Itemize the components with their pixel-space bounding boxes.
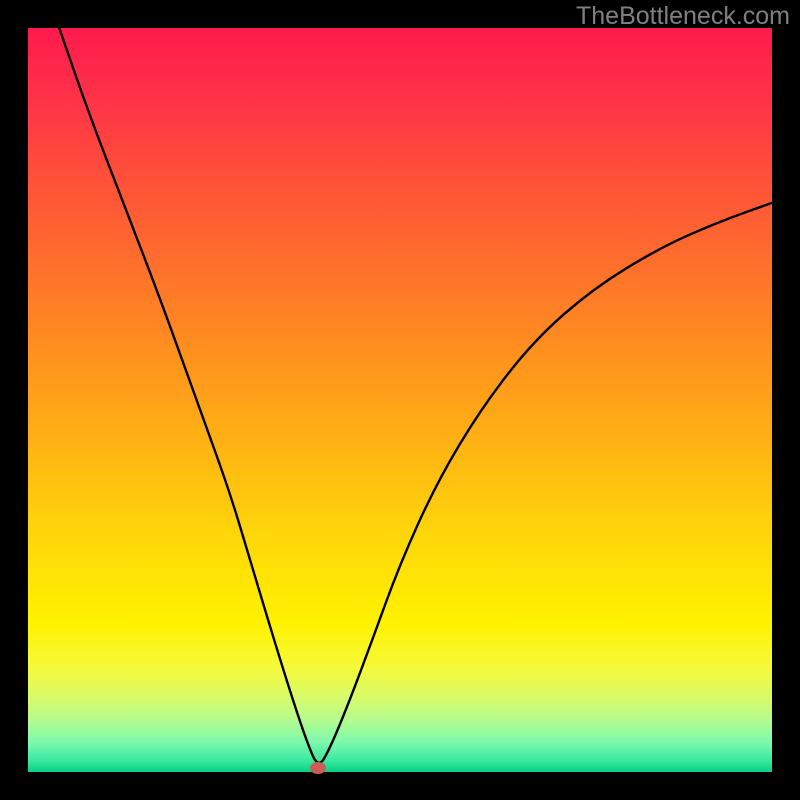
watermark-text: TheBottleneck.com xyxy=(576,2,790,31)
chart-container: TheBottleneck.com xyxy=(0,0,800,800)
bottleneck-curve xyxy=(0,0,800,800)
minimum-marker xyxy=(310,762,326,774)
